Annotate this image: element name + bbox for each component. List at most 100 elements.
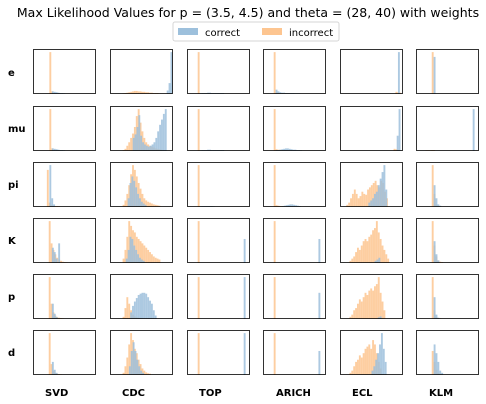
histogram-bar-incorrect: [128, 344, 131, 375]
histogram-bar-incorrect: [366, 241, 369, 263]
row-label-p: p: [8, 292, 15, 303]
histogram-bar-correct: [161, 119, 163, 151]
histogram-bar-correct: [435, 353, 438, 375]
histogram-bar-incorrect: [126, 236, 129, 263]
histogram-bar-correct: [293, 204, 296, 207]
histogram-bar-correct: [433, 56, 436, 94]
histogram-bar-incorrect: [355, 252, 358, 263]
histogram-bar-incorrect: [126, 297, 129, 319]
histogram-bar-correct: [368, 202, 371, 207]
legend-swatch-correct: [178, 28, 198, 35]
histogram-bar-incorrect: [197, 165, 200, 207]
histogram-bar-incorrect: [126, 357, 129, 375]
histogram-bar-incorrect: [355, 193, 358, 207]
histogram-bar-incorrect: [139, 91, 142, 94]
histogram-bar-incorrect: [48, 277, 51, 319]
histogram-bar-correct: [133, 245, 136, 263]
histogram-bar-correct: [286, 148, 289, 151]
column-label-arich: ARICH: [276, 388, 311, 399]
histogram-bar-correct: [137, 193, 139, 207]
histogram-bar-incorrect: [48, 221, 51, 263]
histogram-bar-correct: [138, 115, 141, 151]
histogram-bar-incorrect: [374, 286, 376, 319]
histogram-bar-incorrect: [351, 258, 354, 263]
panel-frame: [110, 49, 173, 94]
column-label-cdc: CDC: [122, 388, 145, 399]
histogram-bar-correct: [243, 238, 246, 263]
histogram-bar-correct: [138, 257, 141, 263]
histogram-bar-incorrect: [375, 221, 378, 263]
histogram-bar-correct: [153, 142, 156, 151]
panel-frame: [340, 162, 403, 207]
histogram-bar-correct: [127, 249, 130, 263]
row-label-d: d: [8, 348, 15, 359]
column-label-ecl: ECL: [352, 388, 373, 399]
legend-label-incorrect: incorrect: [289, 28, 333, 39]
histogram-bar-correct: [134, 134, 137, 151]
panel-background: [416, 218, 479, 263]
panel-mu-klm: [416, 106, 479, 151]
histogram-bar-correct: [437, 260, 440, 263]
histogram-bar-correct: [136, 359, 139, 375]
histogram-bar-incorrect: [393, 148, 396, 151]
histogram-bar-incorrect: [353, 256, 356, 263]
histogram-bar-incorrect: [355, 308, 358, 319]
histogram-bar-correct: [170, 52, 173, 94]
panel-background: [340, 106, 403, 151]
histogram-bar-correct: [377, 353, 380, 375]
histogram-bar-correct: [129, 182, 132, 207]
histogram-bar-incorrect: [133, 90, 136, 94]
histogram-bar-incorrect: [431, 277, 434, 319]
histogram-bar-correct: [132, 305, 134, 319]
histogram-bar-incorrect: [358, 355, 361, 375]
panel-d-cdc: [110, 330, 173, 375]
panel-frame: [110, 274, 173, 319]
histogram-bar-incorrect: [197, 52, 200, 94]
histogram-bar-correct: [51, 148, 54, 151]
histogram-bar-correct: [384, 361, 387, 375]
panel-frame: [416, 218, 479, 263]
histogram-bar-incorrect: [141, 243, 144, 263]
panel-frame: [110, 106, 173, 151]
histogram-bar-correct: [379, 178, 382, 207]
histogram-bar-correct: [370, 200, 373, 207]
histogram-bar-incorrect: [126, 193, 129, 207]
panel-mu-top: [187, 106, 250, 151]
chart-title: Max Likelihood Values for p = (3.5, 4.5)…: [17, 5, 479, 20]
histogram-bar-incorrect: [431, 165, 434, 207]
histogram-bar-correct: [243, 333, 246, 375]
panel-p-ecl: [340, 274, 403, 319]
histogram-bar-correct: [132, 137, 135, 151]
histogram-bar-incorrect: [383, 249, 386, 263]
panel-background: [340, 49, 403, 94]
panel-background: [187, 106, 250, 151]
histogram-bar-correct: [141, 292, 144, 319]
histogram-bar-correct: [145, 145, 148, 151]
histogram-bar-correct: [55, 372, 58, 375]
histogram-bar-incorrect: [273, 109, 276, 151]
histogram-bar-correct: [154, 315, 157, 319]
histogram-bar-incorrect: [349, 372, 352, 375]
histogram-bar-incorrect: [150, 203, 153, 207]
panel-d-arich: [263, 330, 326, 375]
histogram-bar-correct: [129, 236, 132, 263]
panel-background: [187, 274, 250, 319]
histogram-bar-correct: [383, 165, 386, 207]
histogram-bar-incorrect: [126, 145, 129, 151]
histogram-bar-incorrect: [372, 182, 375, 207]
histogram-bar-incorrect: [367, 189, 369, 207]
histogram-bar-correct: [134, 350, 137, 375]
histogram-bar-incorrect: [383, 310, 386, 319]
histogram-bar-correct: [277, 91, 280, 94]
histogram-bar-correct: [131, 176, 134, 207]
histogram-bar-incorrect: [273, 333, 276, 375]
histogram-bar-incorrect: [379, 238, 382, 263]
histogram-bar-correct: [433, 241, 436, 263]
panel-frame: [33, 106, 96, 151]
panel-frame: [33, 218, 96, 263]
panel-K-top: [187, 218, 250, 263]
histogram-bar-correct: [125, 258, 128, 263]
histogram-bar-correct: [142, 372, 145, 375]
histogram-bar-correct: [166, 90, 169, 94]
panel-background: [263, 49, 326, 94]
